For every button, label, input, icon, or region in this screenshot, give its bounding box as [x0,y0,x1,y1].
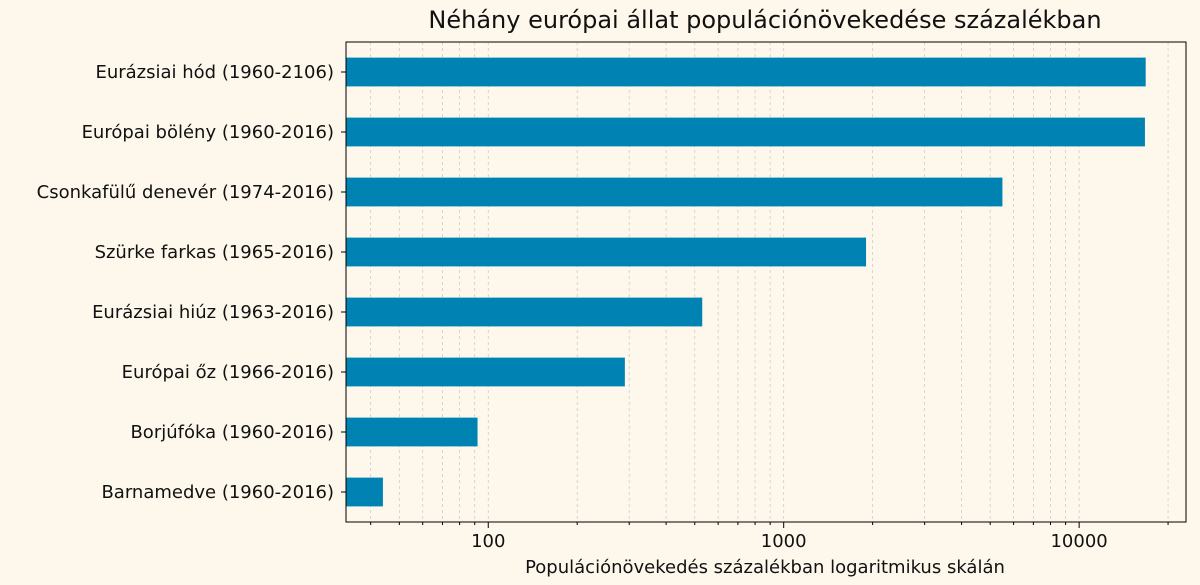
x-tick-label: 10000 [1050,531,1107,552]
category-label: Európai őz (1966-2016) [122,362,334,383]
category-label: Csonkafülű denevér (1974-2016) [37,182,334,203]
bar [346,357,625,387]
bars [346,57,1146,507]
category-label: Eurázsiai hód (1960-2106) [95,62,334,83]
bar [346,57,1146,87]
x-tick-label: 100 [471,531,505,552]
category-label: Eurázsiai hiúz (1963-2016) [92,302,334,323]
category-label: Európai bölény (1960-2016) [82,122,334,143]
category-labels: Eurázsiai hód (1960-2106) Európai bölény … [37,62,346,503]
bar [346,177,1003,207]
x-tick-label: 1000 [761,531,807,552]
grid [370,42,1169,522]
chart-title: Néhány európai állat populációnövekedése… [428,6,1101,34]
x-ticks: 100 1000 10000 [370,522,1169,552]
bar [346,297,703,327]
bar [346,117,1145,147]
bar [346,477,383,507]
plot-frame [345,41,1187,523]
bar [346,417,478,447]
x-axis-title: Populációnövekedés százalékban logaritmi… [525,557,1005,578]
category-label: Barnamedve (1960-2016) [101,482,334,503]
bar [346,237,867,267]
category-label: Szürke farkas (1965-2016) [95,242,334,263]
category-label: Borjúfóka (1960-2016) [130,422,334,443]
